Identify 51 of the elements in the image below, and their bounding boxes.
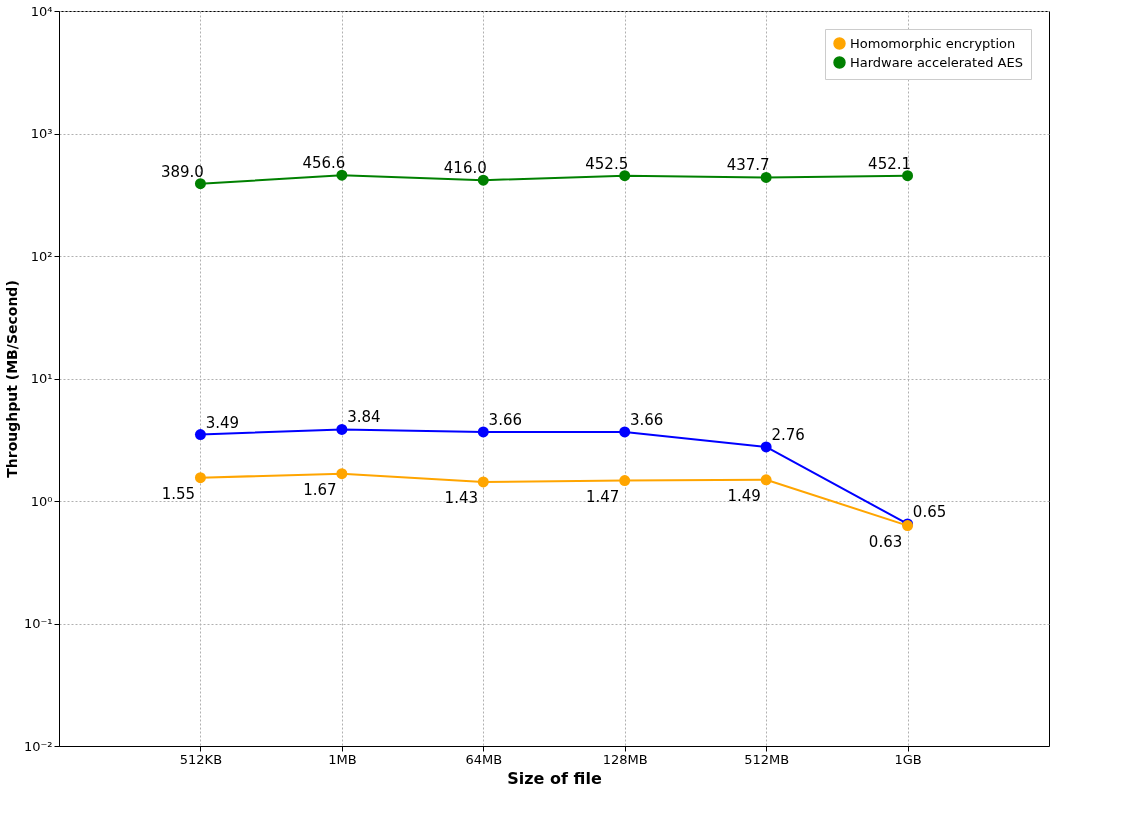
y-axis-title: Throughput (MB/Second) bbox=[3, 280, 20, 478]
point bbox=[902, 170, 914, 182]
point bbox=[477, 174, 489, 186]
y-tick-label: 10⁻¹ bbox=[23, 616, 53, 631]
data-label: 1.47 bbox=[586, 487, 620, 506]
y-tick-label: 10⁰ bbox=[30, 493, 53, 509]
point bbox=[619, 170, 631, 182]
legend-label: Homomorphic encryption bbox=[850, 35, 1016, 51]
data-label: 2.76 bbox=[771, 425, 805, 444]
point bbox=[760, 441, 772, 453]
y-tick-label: 10⁻² bbox=[23, 738, 53, 754]
point bbox=[194, 429, 206, 440]
point bbox=[336, 169, 348, 181]
data-label: 389.0 bbox=[160, 162, 204, 181]
y-tick-label: 10⁴ bbox=[30, 3, 53, 19]
point bbox=[336, 468, 348, 480]
data-label: 452.1 bbox=[868, 154, 912, 173]
point bbox=[477, 476, 489, 488]
point bbox=[619, 426, 631, 438]
data-label: 3.66 bbox=[630, 410, 664, 429]
point bbox=[619, 475, 631, 486]
x-tick-label: 128MB bbox=[602, 751, 648, 767]
y-tick-label: 10³ bbox=[30, 126, 53, 141]
x-tick-label: 64MB bbox=[465, 751, 503, 767]
data-label: 456.6 bbox=[302, 154, 346, 173]
data-label: 416.0 bbox=[443, 159, 487, 178]
x-tick-label: 1MB bbox=[328, 751, 357, 767]
data-label: 452.5 bbox=[585, 154, 629, 173]
y-tick-label: 10¹ bbox=[30, 371, 53, 386]
data-label: 0.65 bbox=[912, 502, 947, 521]
point bbox=[194, 178, 206, 190]
x-axis-title: Size of file bbox=[507, 768, 602, 788]
data-label: 3.66 bbox=[488, 410, 522, 429]
legend-label: Hardware accelerated AES bbox=[850, 54, 1023, 70]
y-tick-label: 10² bbox=[30, 248, 53, 264]
data-label: 3.84 bbox=[347, 408, 381, 427]
point bbox=[336, 423, 348, 435]
x-tick-label: 512KB bbox=[179, 751, 223, 767]
point bbox=[760, 474, 772, 486]
data-label: 1.67 bbox=[303, 480, 337, 499]
data-label: 1.49 bbox=[727, 486, 761, 505]
data-label: 1.43 bbox=[444, 488, 478, 507]
data-label: 0.63 bbox=[868, 532, 903, 551]
point bbox=[477, 426, 489, 438]
data-label: 1.55 bbox=[161, 484, 196, 503]
point bbox=[194, 472, 206, 484]
point bbox=[760, 171, 772, 183]
x-tick-label: 512MB bbox=[744, 751, 790, 767]
x-tick-label: 1GB bbox=[894, 751, 922, 767]
data-label: 3.49 bbox=[205, 413, 240, 432]
data-label: 437.7 bbox=[726, 156, 770, 175]
